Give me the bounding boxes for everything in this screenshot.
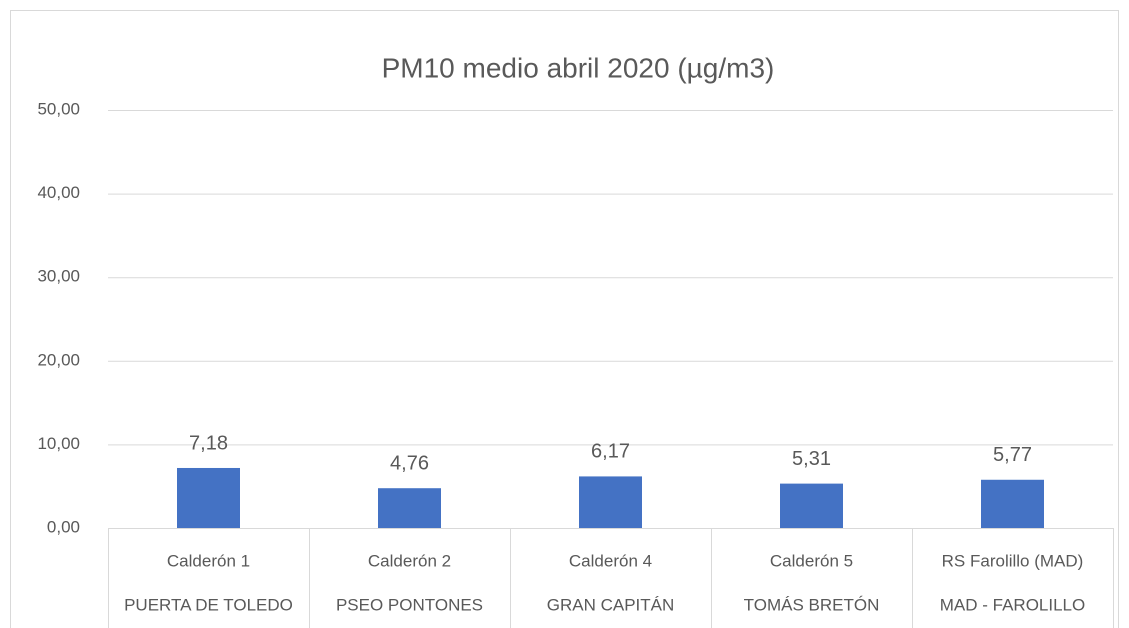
x-tick-label: Calderón 5 xyxy=(770,551,853,570)
data-label: 5,77 xyxy=(993,444,1032,466)
data-label: 6,17 xyxy=(591,441,630,463)
x-subcategory-label: PSEO PONTONES xyxy=(336,595,483,614)
bar xyxy=(177,467,240,528)
x-tick-label: Calderón 2 xyxy=(368,551,451,570)
x-tick-label: Calderón 4 xyxy=(569,551,652,570)
y-tick-label: 30,00 xyxy=(37,267,80,286)
bar xyxy=(780,483,843,528)
bar xyxy=(378,488,441,528)
y-tick-label: 20,00 xyxy=(37,350,80,369)
bar xyxy=(981,479,1044,528)
y-tick-label: 10,00 xyxy=(37,434,80,453)
bar xyxy=(579,476,642,528)
x-subcategory-label: GRAN CAPITÁN xyxy=(547,595,675,614)
y-tick-label: 0,00 xyxy=(47,517,80,536)
data-label: 4,76 xyxy=(390,452,429,474)
chart-title: PM10 medio abril 2020 (µg/m3) xyxy=(382,52,775,83)
x-tick-label: RS Farolillo (MAD) xyxy=(942,551,1084,570)
data-label: 5,31 xyxy=(792,448,831,470)
y-tick-label: 50,00 xyxy=(37,99,80,118)
x-subcategory-label: MAD - FAROLILLO xyxy=(940,595,1085,614)
y-tick-label: 40,00 xyxy=(37,183,80,202)
x-subcategory-label: TOMÁS BRETÓN xyxy=(744,595,880,614)
x-subcategory-label: PUERTA DE TOLEDO xyxy=(124,595,293,614)
data-label: 7,18 xyxy=(189,432,228,454)
x-tick-label: Calderón 1 xyxy=(167,551,250,570)
chart-border xyxy=(10,10,1119,628)
